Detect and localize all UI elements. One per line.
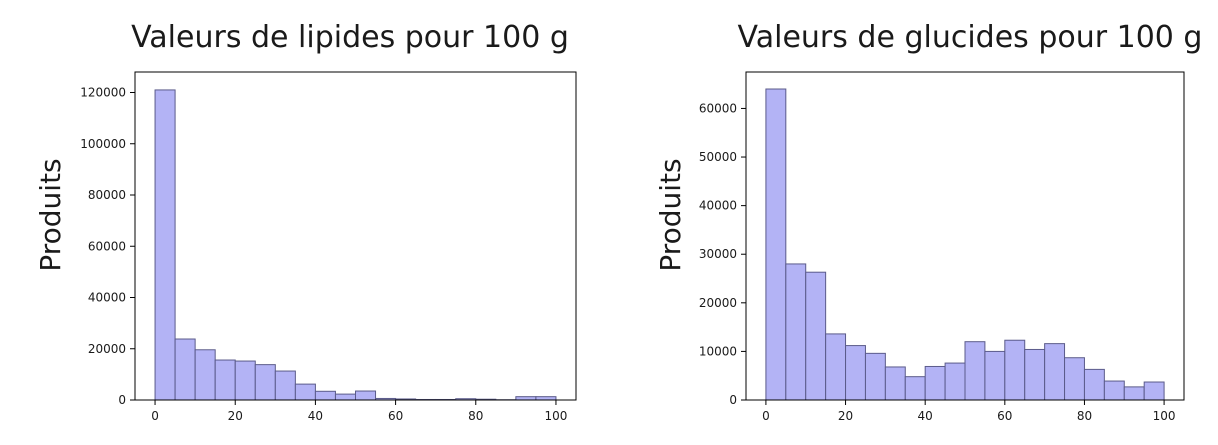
histogram-bar — [845, 345, 866, 401]
y-tick-label: 30000 — [699, 247, 737, 261]
y-tick-label: 0 — [118, 393, 126, 407]
histogram-bar — [1103, 380, 1125, 401]
plot-frame — [134, 71, 577, 401]
histogram-bar — [825, 333, 847, 401]
y-tick-label: 120000 — [80, 86, 126, 100]
chart-title: Valeurs de lipides pour 100 g — [131, 20, 569, 55]
y-tick-label: 40000 — [699, 199, 737, 213]
histogram-bar — [944, 362, 966, 401]
x-tick-label: 40 — [308, 409, 323, 423]
x-tick-label: 100 — [1153, 409, 1176, 423]
y-tick-label: 80000 — [88, 188, 126, 202]
histogram-bar — [1123, 386, 1145, 401]
histogram-bar — [1024, 348, 1046, 401]
histogram-bar — [1004, 339, 1026, 401]
histogram-bar — [884, 366, 906, 401]
histogram-bar — [194, 349, 216, 401]
histogram-bar — [785, 263, 807, 401]
histogram-bar — [805, 271, 827, 401]
y-tick-label: 0 — [729, 393, 737, 407]
histogram-bar — [294, 383, 316, 401]
histogram-bar — [1044, 343, 1066, 401]
glucides-histogram: Valeurs de glucides pour 100 g Produits … — [654, 20, 1202, 423]
histogram-bar — [254, 364, 276, 401]
histogram-bar — [1064, 357, 1085, 401]
y-tick-label: 10000 — [699, 344, 737, 358]
histogram-bar — [334, 393, 357, 401]
x-tick-label: 60 — [388, 409, 403, 423]
histogram-bar — [234, 360, 256, 401]
histogram-bar — [964, 341, 986, 401]
x-tick-label: 0 — [762, 409, 770, 423]
y-axis-label: Produits — [34, 158, 67, 271]
histogram-bar — [214, 359, 236, 401]
y-tick-label: 100000 — [80, 137, 126, 151]
chart-title: Valeurs de glucides pour 100 g — [738, 20, 1203, 55]
histogram-bar — [864, 352, 886, 401]
y-tick-label: 50000 — [699, 150, 737, 164]
x-tick-label: 100 — [545, 409, 568, 423]
x-tick-label: 80 — [1077, 409, 1092, 423]
histogram-bar — [314, 390, 336, 401]
y-axis-label: Produits — [654, 158, 687, 271]
y-tick-label: 20000 — [88, 342, 126, 356]
x-tick-label: 80 — [468, 409, 483, 423]
y-tick-label: 20000 — [699, 296, 737, 310]
histogram-bar — [984, 350, 1006, 401]
histogram-bar — [355, 390, 377, 401]
y-tick-label: 40000 — [88, 291, 126, 305]
lipides-histogram: Valeurs de lipides pour 100 g Produits 0… — [34, 20, 577, 423]
y-tick-label: 60000 — [88, 239, 126, 253]
x-tick-label: 20 — [228, 409, 243, 423]
histogram-bar — [765, 88, 787, 401]
x-tick-label: 0 — [151, 409, 159, 423]
x-tick-label: 40 — [918, 409, 933, 423]
histogram-bar — [1143, 381, 1165, 401]
histogram-bar — [274, 370, 296, 401]
histogram-bar — [904, 376, 926, 401]
y-tick-label: 60000 — [699, 101, 737, 115]
histogram-bar — [924, 365, 946, 401]
histogram-bar — [1083, 368, 1105, 401]
plot-frame — [745, 71, 1185, 401]
histogram-bar — [174, 338, 196, 401]
x-tick-label: 60 — [997, 409, 1012, 423]
histogram-bar — [154, 89, 176, 401]
x-tick-label: 20 — [838, 409, 853, 423]
